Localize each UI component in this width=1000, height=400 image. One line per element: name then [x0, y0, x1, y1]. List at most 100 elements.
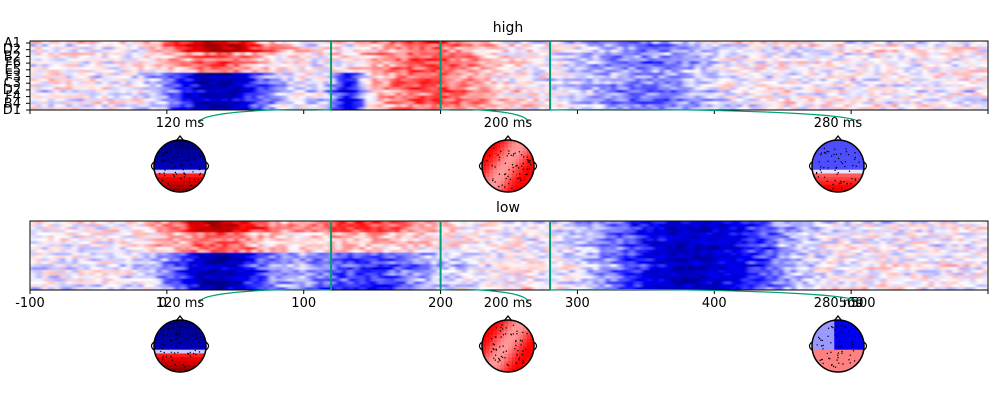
heatmap-cell	[263, 78, 271, 82]
heatmap-cell	[371, 107, 378, 110]
heatmap-cell	[730, 58, 738, 62]
heatmap-cell	[443, 101, 450, 105]
heatmap-cell	[718, 49, 726, 53]
heatmap-cell	[934, 104, 941, 108]
heatmap-cell	[886, 104, 893, 108]
heatmap-cell	[580, 229, 588, 233]
heatmap-cell	[904, 78, 911, 82]
heatmap-cell	[778, 98, 786, 102]
heatmap-cell	[658, 92, 666, 97]
heatmap-cell	[287, 78, 295, 82]
heatmap-cell	[359, 69, 366, 74]
heatmap-cell	[137, 81, 145, 85]
heatmap-cell	[814, 49, 821, 53]
heatmap-cell	[886, 52, 893, 56]
heatmap-cell	[101, 78, 109, 82]
heatmap-cell	[389, 104, 396, 108]
heatmap-cell	[233, 89, 241, 94]
heatmap-cell	[898, 98, 905, 102]
heatmap-cell	[640, 75, 648, 79]
heatmap-cell	[514, 95, 522, 99]
heatmap-cell	[664, 55, 672, 59]
heatmap-cell	[676, 78, 684, 82]
heatmap-cell	[425, 66, 432, 71]
heatmap-cell	[922, 49, 929, 53]
heatmap-cell	[886, 232, 893, 236]
heatmap-cell	[305, 238, 313, 242]
heatmap-cell	[365, 107, 372, 110]
heatmap-cell	[826, 75, 833, 79]
heatmap-cell	[922, 75, 929, 79]
time-marker-lines-high	[330, 41, 552, 110]
heatmap-cell	[275, 107, 283, 110]
heatmap-cell	[706, 87, 714, 91]
heatmap-cell	[107, 107, 115, 110]
heatmap-cell	[946, 232, 953, 236]
heatmap-cell	[916, 64, 923, 68]
heatmap-cell	[826, 78, 833, 82]
heatmap-cell	[185, 92, 193, 97]
heatmap-cell	[562, 238, 570, 242]
heatmap-cell	[844, 58, 851, 62]
heatmap-cell	[826, 66, 833, 71]
heatmap-cell	[538, 58, 546, 62]
heatmap-cell	[718, 72, 726, 76]
heatmap-cell	[59, 226, 67, 231]
heatmap-cell	[467, 98, 474, 102]
heatmap-cell	[443, 69, 450, 74]
heatmap-cell	[335, 46, 342, 51]
heatmap-cell	[245, 69, 253, 74]
heatmap-cell	[874, 78, 881, 82]
heatmap-cell	[910, 95, 917, 99]
heatmap-cell	[215, 81, 223, 85]
heatmap-cell	[221, 78, 229, 82]
heatmap-cell	[431, 55, 438, 59]
heatmap-cell	[77, 49, 85, 53]
heatmap-cell	[520, 64, 528, 68]
heatmap-cell	[131, 104, 139, 108]
heatmap-cell	[688, 101, 696, 105]
heatmap-cell	[544, 92, 552, 97]
heatmap-cell	[538, 221, 546, 225]
heatmap-cell	[706, 46, 714, 51]
heatmap-cell	[41, 238, 49, 242]
heatmap-cell	[676, 75, 684, 79]
heatmap-cell	[113, 95, 121, 99]
heatmap-cell	[796, 81, 803, 85]
heatmap-cell	[682, 229, 690, 233]
heatmap-cell	[383, 107, 390, 110]
heatmap-cell	[479, 58, 486, 62]
heatmap-cell	[598, 75, 606, 79]
heatmap-cell	[514, 64, 522, 68]
heatmap-cell	[77, 229, 85, 233]
heatmap-cell	[886, 55, 893, 59]
heatmap-cell	[41, 64, 49, 68]
heatmap-cell	[556, 52, 564, 56]
heatmap-cell	[520, 98, 528, 102]
heatmap-cell	[862, 55, 869, 59]
heatmap-cell	[682, 55, 690, 59]
heatmap-cell	[970, 84, 977, 88]
heatmap-cell	[616, 72, 624, 76]
heatmap-cell	[688, 92, 696, 97]
heatmap-cell	[203, 49, 211, 53]
heatmap-cell	[413, 78, 420, 82]
heatmap-cell	[796, 58, 803, 62]
heatmap-cell	[461, 95, 468, 99]
heatmap-cell	[491, 221, 498, 225]
heatmap-cell	[101, 226, 109, 231]
heatmap-cell	[323, 87, 330, 91]
heatmap-cell	[143, 98, 151, 102]
heatmap-cell	[467, 49, 474, 53]
heatmap-cell	[544, 66, 552, 71]
heatmap-cell	[754, 58, 762, 62]
heatmap-cell	[832, 43, 839, 48]
heatmap-cell	[760, 107, 768, 110]
heatmap-cell	[826, 89, 833, 94]
heatmap-cell	[586, 84, 594, 88]
heatmap-cell	[455, 226, 462, 231]
heatmap-cell	[503, 78, 510, 82]
heatmap-cell	[616, 58, 624, 62]
heatmap-cell	[251, 238, 259, 242]
heatmap-cell	[419, 81, 426, 85]
